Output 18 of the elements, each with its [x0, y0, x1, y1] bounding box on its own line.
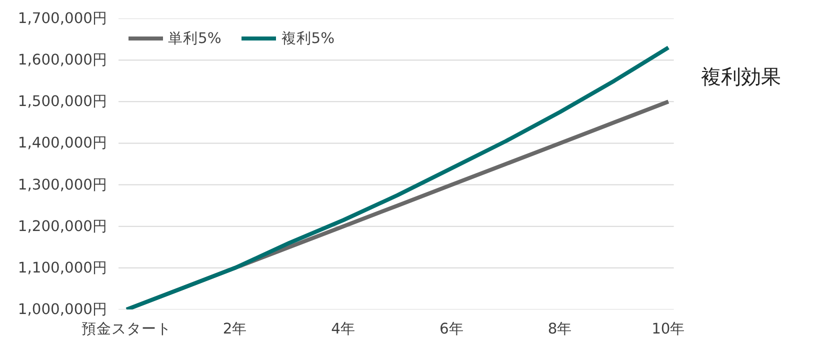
text: 複利効果 [700, 64, 781, 89]
x-tick-label: 8年 [548, 320, 572, 338]
y-tick-label: 1,100,000円 [18, 259, 108, 276]
x-tick-label: 2年 [222, 320, 248, 338]
x-tick-label: 預金スタート [82, 320, 172, 338]
x-tick-label: 10年 [652, 320, 686, 338]
y-tick-label: 1,500,000円 [18, 93, 108, 110]
y-tick-label: 1,000,000円 [18, 301, 108, 318]
y-tick-label: 1,200,000円 [18, 218, 108, 235]
line-series [124, 46, 670, 310]
y-tick-label: 1,300,000円 [18, 176, 108, 194]
y-tick-label: 1,700,000円 [18, 10, 108, 27]
x-tick-label: 6年 [440, 320, 464, 338]
y-tick-label: 1,400,000円 [18, 134, 108, 152]
legend-label: 単利5% [168, 28, 222, 48]
x-tick-label: 4年 [331, 320, 356, 338]
y-tick-label: 1,600,000円 [18, 52, 108, 69]
legend-label: 複利5% [281, 28, 335, 48]
